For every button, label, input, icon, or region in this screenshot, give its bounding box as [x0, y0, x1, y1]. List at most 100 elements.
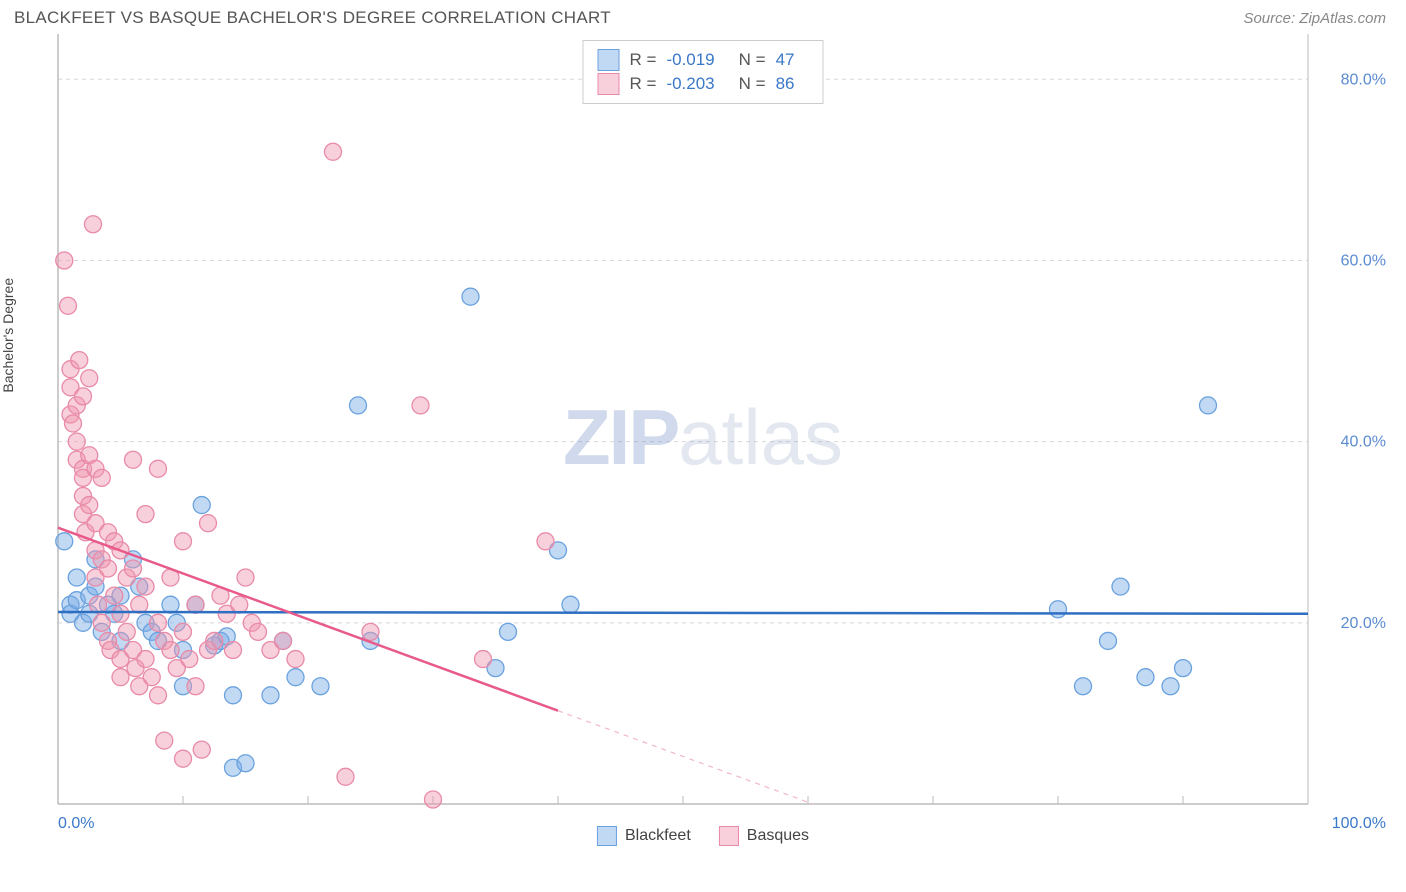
data-point — [206, 632, 223, 649]
data-point — [1137, 669, 1154, 686]
data-point — [237, 755, 254, 772]
data-point — [562, 596, 579, 613]
data-point — [56, 533, 73, 550]
data-point — [193, 741, 210, 758]
data-point — [85, 216, 102, 233]
legend-swatch — [597, 826, 617, 846]
data-point — [131, 596, 148, 613]
svg-text:60.0%: 60.0% — [1341, 252, 1386, 269]
trend-line-extrapolated — [558, 711, 813, 804]
data-point — [187, 596, 204, 613]
data-point — [537, 533, 554, 550]
data-point — [125, 451, 142, 468]
data-point — [412, 397, 429, 414]
data-point — [90, 596, 107, 613]
data-point — [1075, 678, 1092, 695]
data-point — [250, 623, 267, 640]
data-point — [137, 578, 154, 595]
r-label: R = — [630, 74, 657, 94]
scatter-plot: 20.0%40.0%60.0%80.0%0.0%100.0% — [14, 32, 1392, 852]
chart-title: BLACKFEET VS BASQUE BACHELOR'S DEGREE CO… — [14, 8, 611, 28]
data-point — [106, 587, 123, 604]
data-point — [93, 469, 110, 486]
data-point — [362, 623, 379, 640]
data-point — [112, 669, 129, 686]
data-point — [287, 651, 304, 668]
svg-text:40.0%: 40.0% — [1341, 434, 1386, 451]
data-point — [56, 252, 73, 269]
data-point — [112, 605, 129, 622]
n-value: 47 — [776, 50, 795, 70]
data-point — [81, 370, 98, 387]
data-point — [200, 515, 217, 532]
data-point — [287, 669, 304, 686]
data-point — [156, 732, 173, 749]
data-point — [162, 596, 179, 613]
data-point — [1200, 397, 1217, 414]
data-point — [312, 678, 329, 695]
data-point — [1162, 678, 1179, 695]
data-point — [337, 768, 354, 785]
data-point — [275, 632, 292, 649]
legend-swatch — [598, 49, 620, 71]
correlation-legend: R =-0.019N =47R =-0.203N =86 — [583, 40, 824, 104]
y-axis-label: Bachelor's Degree — [0, 278, 16, 393]
n-value: 86 — [776, 74, 795, 94]
data-point — [193, 497, 210, 514]
data-point — [175, 750, 192, 767]
r-value: -0.019 — [666, 50, 714, 70]
data-point — [137, 506, 154, 523]
data-point — [68, 569, 85, 586]
data-point — [81, 497, 98, 514]
data-point — [231, 596, 248, 613]
data-point — [225, 642, 242, 659]
data-point — [225, 687, 242, 704]
svg-text:0.0%: 0.0% — [58, 815, 94, 832]
data-point — [262, 687, 279, 704]
data-point — [462, 288, 479, 305]
data-point — [350, 397, 367, 414]
data-point — [175, 623, 192, 640]
data-point — [1100, 632, 1117, 649]
data-point — [162, 642, 179, 659]
data-point — [237, 569, 254, 586]
data-point — [500, 623, 517, 640]
data-point — [150, 614, 167, 631]
data-point — [60, 297, 77, 314]
data-point — [1112, 578, 1129, 595]
legend-label: Basques — [747, 827, 809, 845]
svg-text:100.0%: 100.0% — [1332, 815, 1386, 832]
data-point — [175, 533, 192, 550]
chart-source: Source: ZipAtlas.com — [1243, 10, 1386, 27]
n-label: N = — [739, 50, 766, 70]
data-point — [150, 460, 167, 477]
legend-row: R = -0.019 N = 47 — [598, 49, 809, 71]
r-label: R = — [630, 50, 657, 70]
data-point — [325, 143, 342, 160]
data-point — [93, 614, 110, 631]
data-point — [100, 560, 117, 577]
data-point — [125, 560, 142, 577]
legend-swatch — [719, 826, 739, 846]
trend-line — [58, 612, 1308, 614]
series-legend: Blackfeet Basques — [597, 826, 809, 846]
data-point — [68, 433, 85, 450]
data-point — [187, 678, 204, 695]
data-point — [65, 415, 82, 432]
data-point — [1175, 660, 1192, 677]
data-point — [143, 669, 160, 686]
r-value: -0.203 — [666, 74, 714, 94]
data-point — [75, 388, 92, 405]
data-point — [118, 623, 135, 640]
svg-text:80.0%: 80.0% — [1341, 71, 1386, 88]
data-point — [181, 651, 198, 668]
data-point — [150, 687, 167, 704]
data-point — [425, 791, 442, 808]
legend-item: Blackfeet — [597, 826, 691, 846]
legend-item: Basques — [719, 826, 809, 846]
chart-container: Bachelor's Degree 20.0%40.0%60.0%80.0%0.… — [14, 32, 1392, 852]
legend-swatch — [598, 73, 620, 95]
data-point — [475, 651, 492, 668]
legend-row: R =-0.203N =86 — [598, 73, 809, 95]
data-point — [71, 352, 88, 369]
